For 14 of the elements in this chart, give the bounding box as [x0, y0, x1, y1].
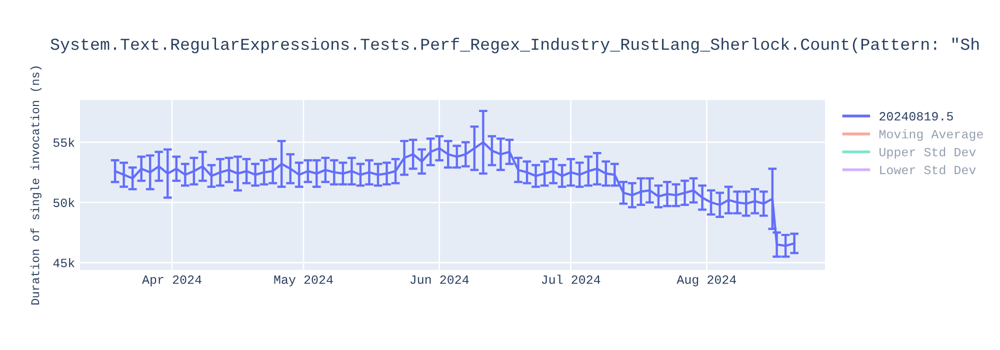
x-tick-label: Aug 2024 — [676, 275, 736, 286]
chart-title: System.Text.RegularExpressions.Tests.Perf_Regex_Industry_RustLang_Sherlock.Count(Pattern: "Sh — [50, 38, 979, 54]
x-tick-label: May 2024 — [274, 275, 333, 286]
x-tick-label: Jul 2024 — [542, 274, 600, 284]
x-tick-label: Jun 2024 — [410, 275, 469, 284]
legend-label: 20240819.5 — [880, 112, 953, 121]
y-tick-label: 50k — [53, 198, 75, 208]
y-tick-label: 55k — [53, 138, 75, 147]
y-axis-title: Duration of single invocation (ns) — [30, 66, 42, 304]
x-tick-label: Apr 2024 — [142, 275, 202, 286]
legend-label: Moving Average — [879, 129, 983, 141]
legend-label: Upper Std Dev — [880, 147, 976, 159]
y-tick-label: 45k — [53, 258, 75, 268]
legend-label: Lower Std Dev — [880, 165, 976, 174]
